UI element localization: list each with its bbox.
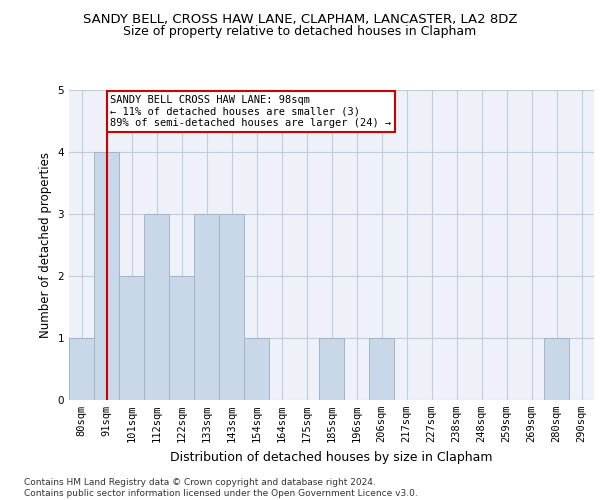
Bar	[220, 214, 244, 400]
Text: SANDY BELL CROSS HAW LANE: 98sqm
← 11% of detached houses are smaller (3)
89% of: SANDY BELL CROSS HAW LANE: 98sqm ← 11% o…	[110, 95, 392, 128]
Bar	[194, 214, 218, 400]
Text: Contains HM Land Registry data © Crown copyright and database right 2024.
Contai: Contains HM Land Registry data © Crown c…	[24, 478, 418, 498]
Bar	[319, 338, 344, 400]
Bar	[119, 276, 143, 400]
Bar	[244, 338, 269, 400]
Text: SANDY BELL, CROSS HAW LANE, CLAPHAM, LANCASTER, LA2 8DZ: SANDY BELL, CROSS HAW LANE, CLAPHAM, LAN…	[83, 12, 517, 26]
Bar	[370, 338, 394, 400]
Bar	[544, 338, 569, 400]
Y-axis label: Number of detached properties: Number of detached properties	[39, 152, 52, 338]
Bar	[70, 338, 94, 400]
Text: Size of property relative to detached houses in Clapham: Size of property relative to detached ho…	[124, 25, 476, 38]
X-axis label: Distribution of detached houses by size in Clapham: Distribution of detached houses by size …	[170, 450, 493, 464]
Bar	[94, 152, 119, 400]
Bar	[169, 276, 194, 400]
Bar	[145, 214, 169, 400]
